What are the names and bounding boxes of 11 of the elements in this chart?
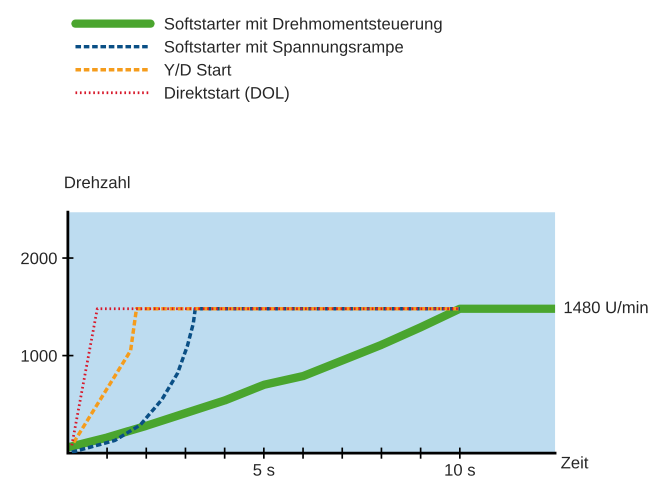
legend-label: Softstarter mit Drehmomentsteuerung xyxy=(164,17,442,33)
y-tick-label: 1000 xyxy=(22,350,57,362)
x-tick-label: 10 s xyxy=(445,464,475,476)
y-tick-label: 2000 xyxy=(21,252,57,264)
legend-label: Y/D Start xyxy=(164,63,232,76)
y-axis-title: Drehzahl xyxy=(65,176,130,188)
x-axis-title: Zeit xyxy=(561,456,588,469)
x-tick-label: 5 s xyxy=(253,464,274,476)
legend-label: Direktstart (DOL) xyxy=(165,86,289,102)
annotation: 1480 U/min xyxy=(564,301,648,314)
legend-label: Softstarter mit Spannungsrampe xyxy=(164,40,404,56)
